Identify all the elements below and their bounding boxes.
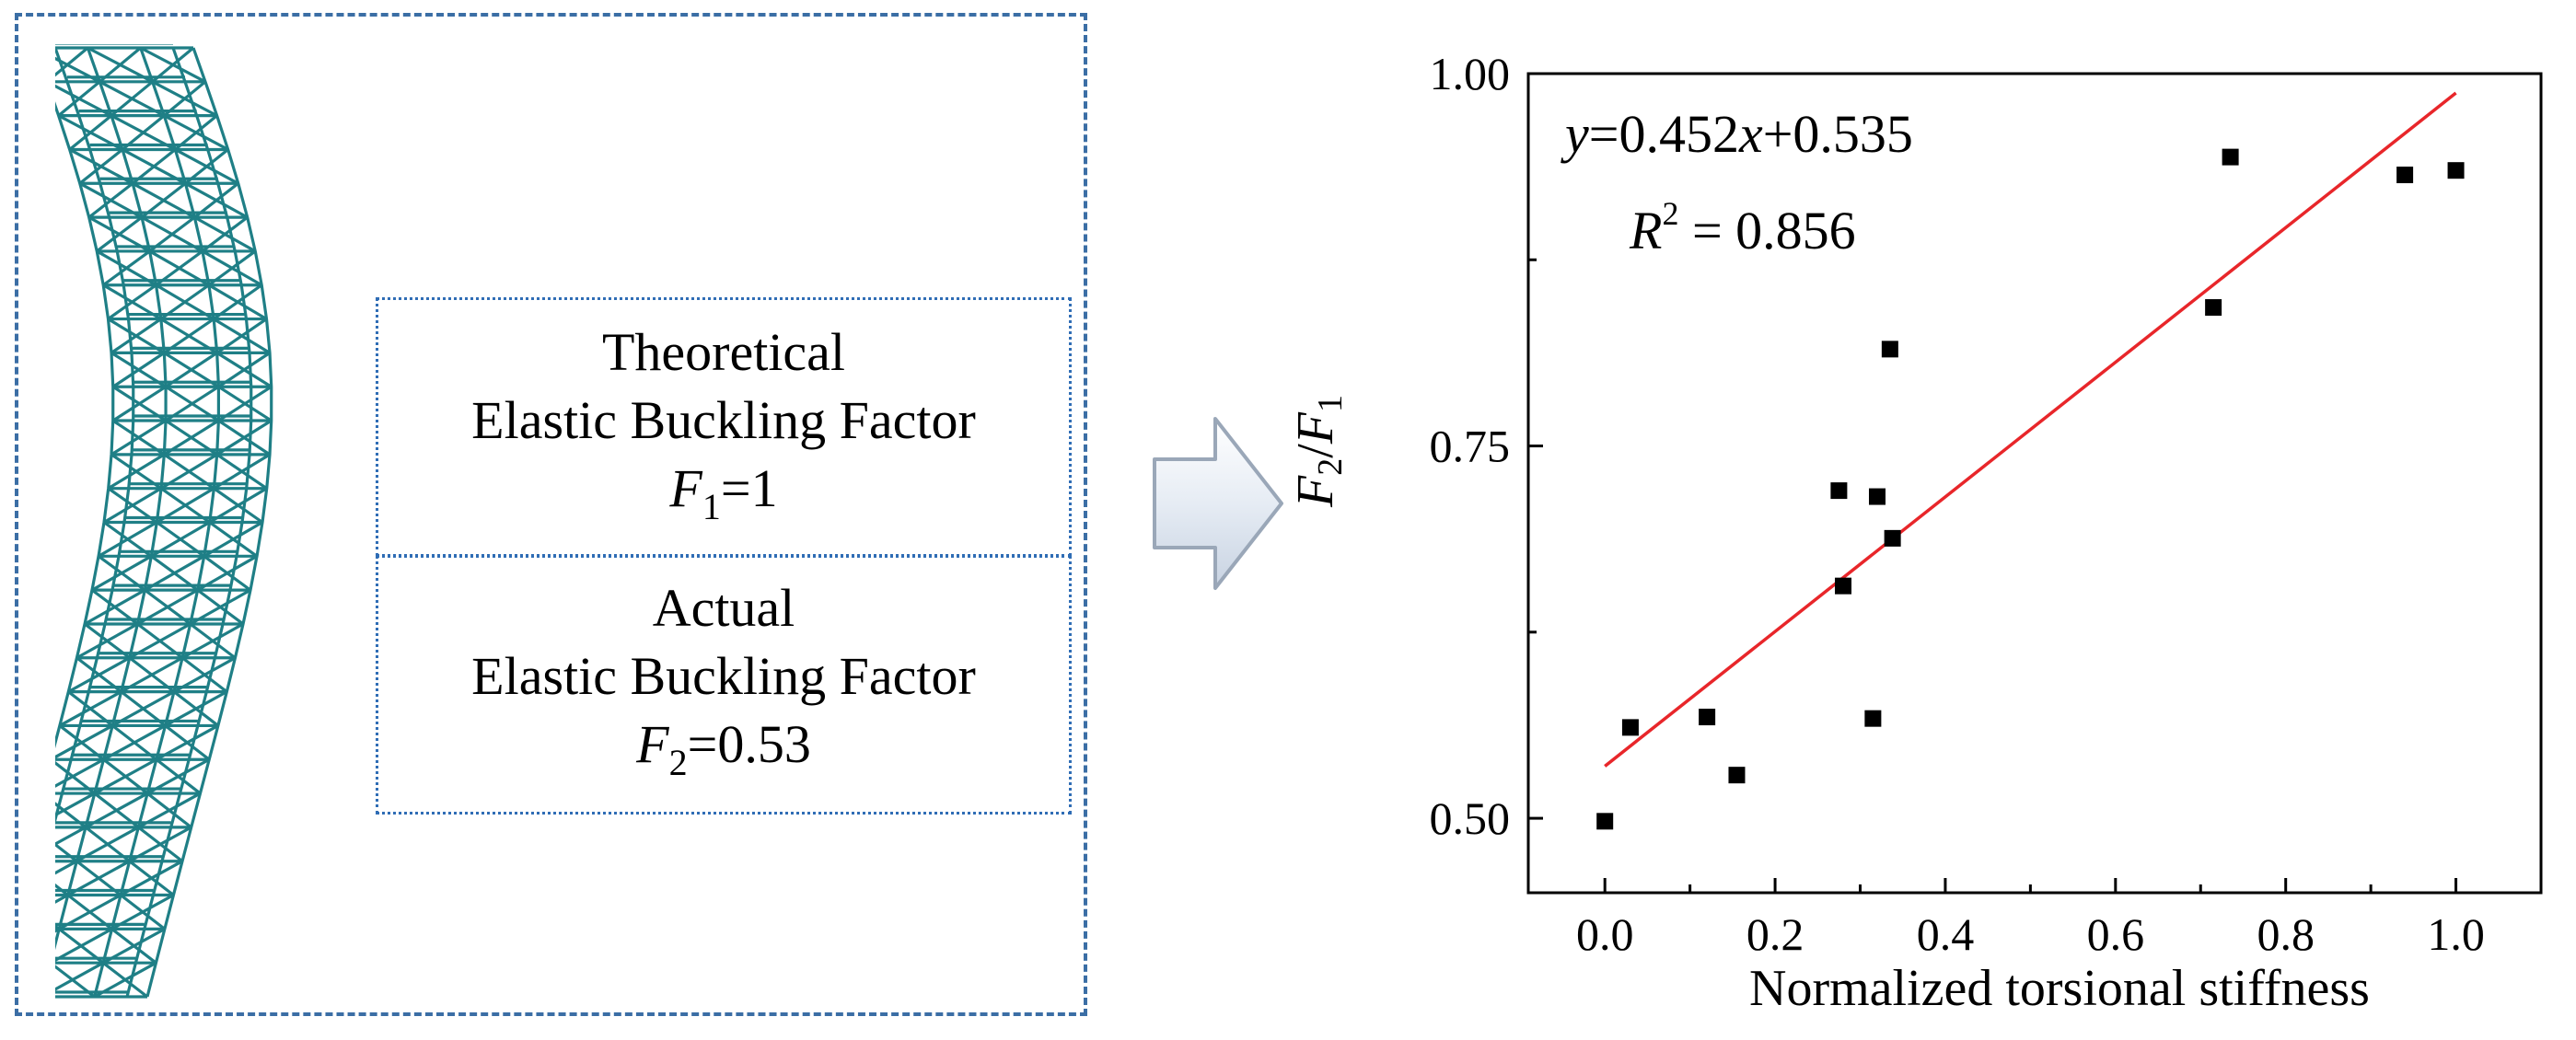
data-point (1621, 719, 1639, 736)
truss-brace (55, 724, 113, 759)
truss-brace (55, 860, 78, 875)
y-tick-label: 0.50 (1430, 792, 1511, 844)
x-tick-label: 0.8 (2257, 908, 2315, 960)
buckled-truss-illustration (55, 44, 273, 999)
truss-brace (55, 46, 89, 77)
data-point (2222, 148, 2239, 166)
truss-brace (91, 554, 153, 592)
truss-brace (84, 588, 146, 626)
data-point (1728, 767, 1746, 784)
truss-model-panel: Theoretical Elastic Buckling Factor F1=1… (15, 13, 1087, 1016)
truss-brace (111, 352, 166, 388)
truss-brace (107, 453, 166, 491)
x-tick-label: 1.0 (2427, 908, 2485, 960)
x-tick-label: 0.0 (1576, 908, 1634, 960)
data-point (1884, 529, 1901, 547)
x-axis-title: Normalized torsional stiffness (1749, 960, 2370, 1017)
x-tick-label: 0.6 (2087, 908, 2145, 960)
data-point (2396, 167, 2414, 184)
truss-brace (55, 961, 104, 991)
truss-brace (57, 80, 101, 117)
data-point (1868, 488, 1886, 505)
x-tick-label: 0.4 (1917, 908, 1975, 960)
fit-line (1604, 91, 2457, 768)
actual-factor-section: Actual Elastic Buckling Factor F2=0.53 (376, 555, 1072, 815)
truss-brace (55, 792, 96, 817)
r-squared-label: R2 = 0.856 (1629, 195, 1856, 260)
theoretical-factor-value: F1=1 (669, 458, 778, 527)
fit-equation: y=0.452x+0.535 (1561, 104, 1913, 164)
data-point (1881, 341, 1898, 358)
scatter-chart: 0.0 0.2 0.4 0.6 0.8 1.0 0.50 0.75 1.00 y=0.452x+… (1287, 48, 2543, 1017)
actual-factor-value: F2=0.53 (636, 714, 811, 783)
y-axis-title: F2/F1 (1287, 395, 1350, 508)
x-tick-label: 0.2 (1746, 908, 1804, 960)
truss-brace (111, 385, 167, 422)
truss-members (55, 44, 273, 999)
y-tick-label: 1.00 (1430, 48, 1511, 99)
truss-brace (59, 690, 122, 727)
truss-brace (103, 487, 162, 524)
truss-brace (67, 656, 131, 694)
truss-brace (78, 148, 123, 185)
data-point (2205, 299, 2222, 317)
theoretical-factor-section: Theoretical Elastic Buckling Factor F1=1 (376, 297, 1072, 557)
truss-brace (87, 182, 134, 219)
plot-frame (1526, 72, 2543, 895)
theoretical-factor-title: Elastic Buckling Factor (471, 390, 976, 450)
data-point (1830, 482, 1848, 500)
truss-brace (55, 826, 87, 846)
hollow-right-arrow-icon (1153, 417, 1283, 590)
data-point (2447, 162, 2465, 179)
truss-brace (110, 419, 167, 456)
data-point (1699, 709, 1716, 726)
buckling-factor-box: Theoretical Elastic Buckling Factor F1=1… (376, 297, 1072, 815)
truss-brace (96, 215, 143, 253)
theoretical-label: Theoretical (601, 322, 846, 382)
truss-brace (55, 894, 69, 904)
truss-brace (107, 283, 157, 320)
truss-brace (110, 318, 162, 354)
data-point (1864, 710, 1882, 727)
actual-label: Actual (652, 578, 795, 638)
truss-brace (55, 757, 105, 788)
truss-brace (102, 249, 151, 287)
data-point (1596, 813, 1614, 830)
actual-factor-title: Elastic Buckling Factor (471, 646, 976, 706)
data-point (1835, 577, 1852, 595)
truss-brace (68, 114, 112, 151)
truss-brace (75, 622, 139, 660)
y-tick-label: 0.75 (1430, 421, 1511, 472)
truss-brace (98, 521, 158, 558)
